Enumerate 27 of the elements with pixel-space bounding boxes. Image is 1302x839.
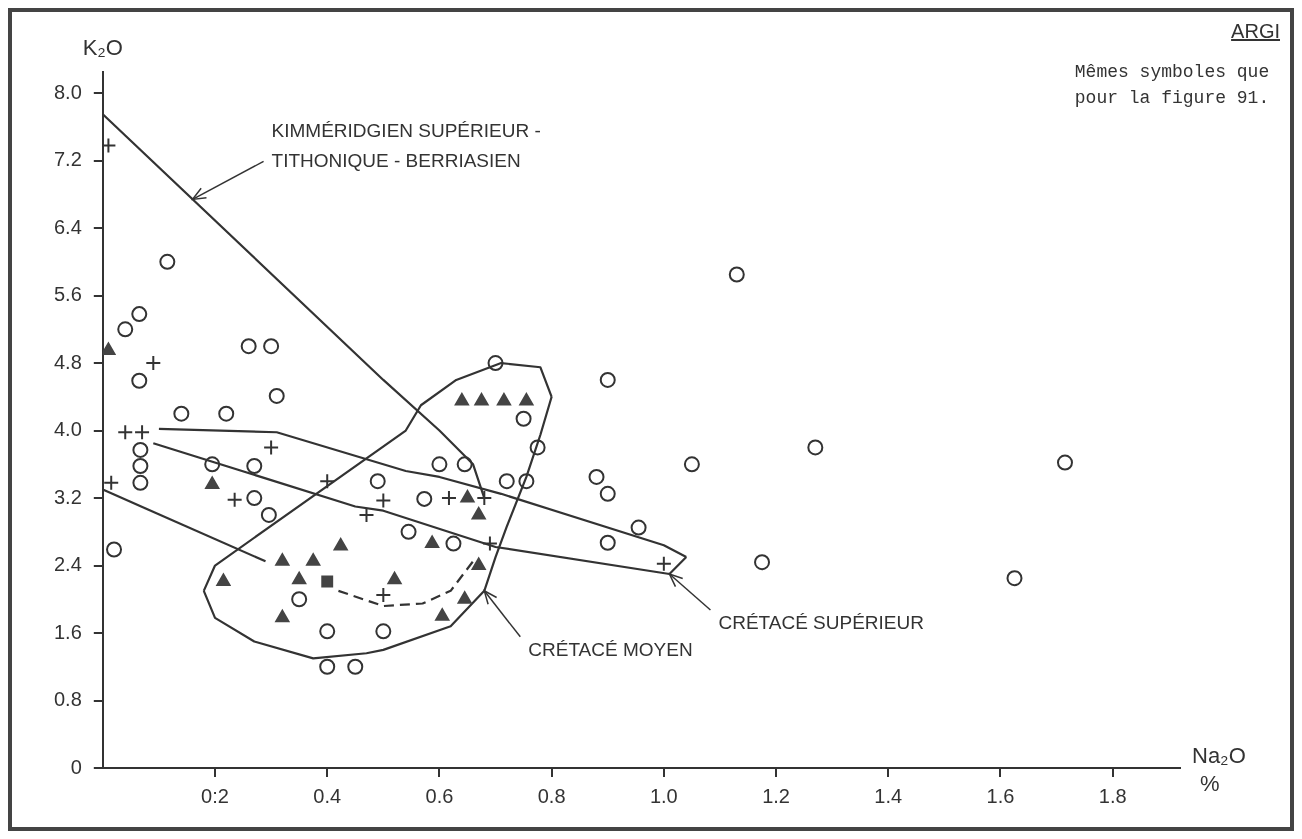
y-tick-label: 5.6 [53,283,82,306]
y-tick-label: 7.2 [53,148,82,171]
x-tick-label: 1.4 [874,784,903,807]
y-tick-label: 0 [70,755,82,778]
x-tick-label: 0.6 [425,784,454,807]
annotation: CRÉTACÉ SUPÉRIEUR [718,612,924,634]
x-tick-label: 0.4 [313,784,342,807]
y-axis-title: K₂O [82,35,123,61]
x-tick-label: 1.2 [762,784,790,807]
y-tick-label: 1.6 [53,620,82,643]
annotation: KIMMÉRIDGIEN SUPÉRIEUR - TITHONIQUE - BERRIASIEN [271,119,541,171]
y-tick-label: 3.2 [53,485,82,508]
annotation: Mêmes symboles que pour la figure 91. [1074,61,1271,110]
annotation: CRÉTACÉ MOYEN [528,639,693,661]
x-tick-label: 1.8 [1098,784,1127,807]
y-tick-label: 2.4 [53,553,82,576]
y-tick-label: 4.0 [53,418,82,441]
x-tick-label: 0.8 [537,784,566,807]
x-tick-label: 1.0 [649,784,678,807]
y-tick-label: 8.0 [53,80,82,103]
x-tick-label: 1.6 [986,784,1015,807]
x-tick-label: 0:2 [201,784,229,807]
y-tick-label: 0.8 [53,688,82,711]
y-tick-label: 6.4 [53,215,82,238]
text: ARGI [1230,20,1280,43]
y-tick-label: 4.8 [53,350,82,373]
x-axis-title: Na₂O % [1192,743,1246,797]
